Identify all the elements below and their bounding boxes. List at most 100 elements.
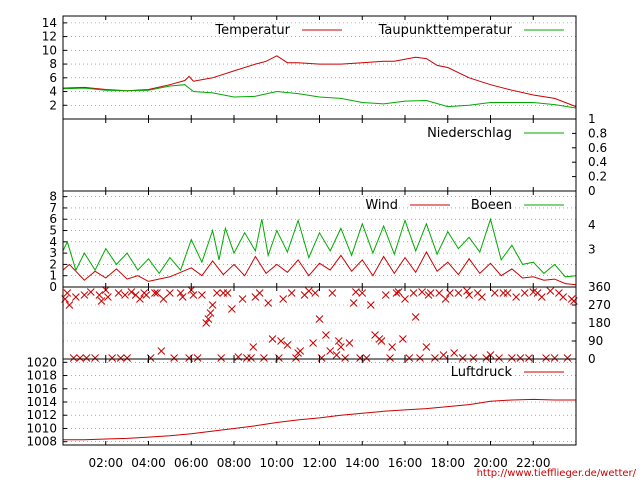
dir-y-tick-label: 270 <box>588 298 611 312</box>
wind-direction-point <box>411 313 420 321</box>
wind-direction-point <box>394 288 403 296</box>
wind-direction-point <box>166 289 174 297</box>
wind-direction-point <box>542 354 550 362</box>
wind-direction-point <box>249 343 258 351</box>
wind-direction-point <box>268 335 277 343</box>
series-line-wind <box>62 250 577 286</box>
wind-direction-point <box>279 295 288 303</box>
wind-direction-point <box>546 287 555 295</box>
legend-taupunkttemperatur-label: Taupunkttemperatur <box>378 23 513 38</box>
x-tick-label: 18:00 <box>430 456 465 470</box>
wind-direction-point <box>351 288 360 296</box>
wind-direction-point <box>465 291 473 299</box>
x-tick-label: 02:00 <box>88 456 123 470</box>
wind-direction-point <box>206 309 215 317</box>
wind-y-tick-label: 6 <box>49 212 57 226</box>
temp-y-tick-label: 4 <box>49 85 57 99</box>
wind-direction-point <box>142 291 151 299</box>
wind-direction-point <box>95 291 104 299</box>
wind-direction-point <box>490 289 499 297</box>
wind-direction-point <box>431 354 439 362</box>
wind-direction-point <box>386 354 394 362</box>
temp-y-tick-label: 6 <box>49 71 57 85</box>
wind-direction-point <box>136 295 144 303</box>
wind-direction-point <box>69 354 78 362</box>
dir-y-tick-label: 90 <box>588 334 603 348</box>
wind-direction-point <box>512 293 521 301</box>
wind-direction-point <box>469 354 478 362</box>
temp-y-tick-label: 14 <box>42 16 57 30</box>
wind-direction-point <box>238 295 247 303</box>
x-tick-label: 22:00 <box>516 456 551 470</box>
wind-direction-point <box>127 288 136 296</box>
wind-direction-point <box>550 354 559 362</box>
wind-direction-point <box>537 293 546 301</box>
series-line-taupunkttemperatur <box>62 84 577 109</box>
wind-direction-point <box>97 297 106 305</box>
wind-direction-point <box>82 354 91 362</box>
wind-direction-point <box>388 343 397 351</box>
wind-direction-point <box>277 337 285 345</box>
wind-direction-point <box>334 337 343 345</box>
wind-direction-point <box>337 343 345 351</box>
wind-y-tick-label: 3 <box>49 246 57 260</box>
wind-direction-point <box>71 293 80 301</box>
wind-direction-point <box>322 331 330 339</box>
wind-direction-point <box>401 295 409 303</box>
wind-direction-point <box>366 301 375 309</box>
source-url: http://www.tiefflieger.de/wetter/ <box>477 468 637 479</box>
x-tick-label: 12:00 <box>302 456 337 470</box>
wind-direction-point <box>463 287 471 295</box>
pressure-y-tick-label: 1020 <box>26 355 57 369</box>
wind-direction-point <box>304 287 313 295</box>
x-tick-label: 20:00 <box>473 456 508 470</box>
dir-y-tick-label: 0 <box>588 352 596 366</box>
wind-direction-point <box>426 289 435 297</box>
wind-y2-tick-label: 4 <box>588 218 596 232</box>
pressure-y-tick-label: 1016 <box>26 382 57 396</box>
precip-y-tick-label: 0.4 <box>588 155 607 169</box>
wind-direction-point <box>332 351 341 359</box>
series-line-boeen <box>62 217 577 278</box>
wind-direction-point <box>495 354 503 362</box>
temp-y-tick-label: 2 <box>49 98 57 112</box>
wind-direction-point <box>399 335 407 343</box>
precip-y-tick-label: 0.6 <box>588 141 607 155</box>
wind-direction-point <box>416 354 424 362</box>
x-tick-label: 04:00 <box>131 456 166 470</box>
wind-direction-point <box>435 289 444 297</box>
wind-direction-point <box>563 354 572 362</box>
wind-direction-point <box>311 289 320 297</box>
wind-direction-point <box>202 319 211 327</box>
wind-direction-point <box>516 354 525 362</box>
wind-direction-point <box>193 354 202 362</box>
wind-direction-point <box>349 299 358 307</box>
wind-direction-point <box>328 289 337 297</box>
wind-direction-point <box>116 354 125 362</box>
wind-direction-point <box>91 354 99 362</box>
wind-direction-point <box>520 289 529 297</box>
wind-direction-point <box>309 339 317 347</box>
wind-direction-point <box>508 354 516 362</box>
wind-direction-point <box>213 289 221 297</box>
wind-direction-point <box>482 354 491 362</box>
legend-boeen-label: Boeen <box>471 198 512 213</box>
wind-direction-point <box>392 289 401 297</box>
wind-y-tick-label: 4 <box>49 235 57 249</box>
temp-y-tick-label: 12 <box>42 30 57 44</box>
wind-direction-point <box>104 293 112 301</box>
wind-direction-point <box>76 354 84 362</box>
wind-direction-point <box>260 354 268 362</box>
precip-y-tick-label: 1 <box>588 112 596 126</box>
pressure-y-tick-label: 1018 <box>26 369 57 383</box>
series-line-luftdruck <box>63 398 576 441</box>
wind-direction-point <box>217 354 226 362</box>
x-tick-label: 06:00 <box>174 456 209 470</box>
temp-y-tick-label: 10 <box>42 43 57 57</box>
wind-direction-point <box>315 315 324 323</box>
series-line-temperatur <box>62 55 577 108</box>
wind-direction-point <box>208 301 217 309</box>
wind-direction-point <box>287 289 296 297</box>
wind-direction-point <box>247 354 255 362</box>
x-tick-label: 14:00 <box>345 456 380 470</box>
